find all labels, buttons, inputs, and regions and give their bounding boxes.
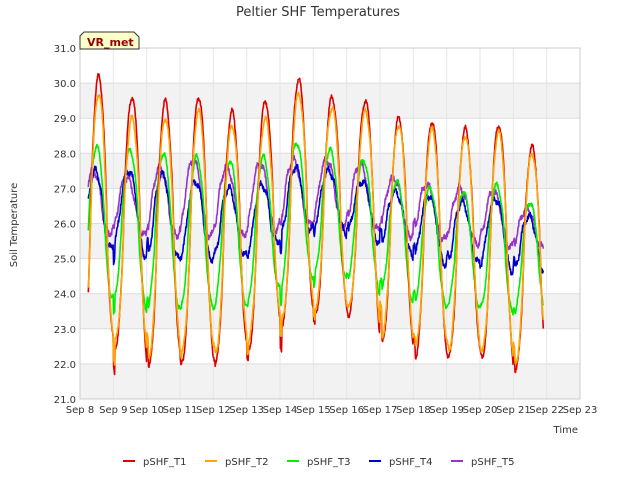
legend-label-pSHF_T3: pSHF_T3 bbox=[307, 457, 350, 468]
y-tick-label: 22.0 bbox=[54, 360, 76, 371]
x-tick-label: Sep 20 bbox=[463, 405, 498, 416]
plot-band bbox=[80, 223, 580, 259]
y-tick-label: 24.0 bbox=[54, 290, 76, 301]
x-tick-label: Sep 22 bbox=[529, 405, 564, 416]
y-tick-label: 26.0 bbox=[54, 220, 76, 231]
x-tick-label: Sep 15 bbox=[296, 405, 331, 416]
plot-frame bbox=[79, 47, 581, 400]
badge-shape bbox=[79, 31, 140, 50]
y-tick-label: 30.0 bbox=[54, 79, 76, 90]
chart-title: Peltier SHF Temperatures bbox=[236, 5, 400, 20]
station-badge: VR_met bbox=[79, 31, 140, 50]
x-tick-label: Sep 8 bbox=[66, 405, 94, 416]
x-tick-label: Sep 14 bbox=[263, 405, 298, 416]
x-tick-label: Sep 9 bbox=[99, 405, 127, 416]
legend-label-pSHF_T5: pSHF_T5 bbox=[471, 457, 514, 468]
x-tick-label: Sep 12 bbox=[196, 405, 231, 416]
x-tick-label: Sep 13 bbox=[229, 405, 264, 416]
y-tick-label: 29.0 bbox=[54, 114, 76, 125]
legend: pSHF_T1 pSHF_T2 pSHF_T3 pSHF_T4 pSHF_T5 bbox=[123, 457, 514, 468]
x-tick-label: Sep 21 bbox=[496, 405, 531, 416]
plot-band bbox=[80, 363, 580, 399]
series-line-pSHF_T2 bbox=[87, 91, 545, 366]
tick-labels: 21.0 22.0 23.0 24.0 25.0 26.0 27.0 28.0 29.0 30.0… bbox=[54, 44, 598, 416]
x-axis-label: Time bbox=[553, 425, 578, 436]
y-tick-label: 31.0 bbox=[54, 44, 76, 55]
x-tick-label: Sep 11 bbox=[163, 405, 198, 416]
x-tick-label: Sep 19 bbox=[429, 405, 464, 416]
legend-label-pSHF_T1: pSHF_T1 bbox=[143, 457, 186, 468]
axes bbox=[79, 47, 581, 400]
series-line-pSHF_T4 bbox=[87, 163, 545, 276]
y-tick-label: 21.0 bbox=[54, 395, 76, 406]
y-tick-label: 28.0 bbox=[54, 149, 76, 160]
y-axis-label: Soil Temperature bbox=[9, 183, 20, 268]
x-tick-label: Sep 16 bbox=[329, 405, 364, 416]
series-layer bbox=[87, 73, 545, 376]
x-tick-label: Sep 10 bbox=[129, 405, 164, 416]
badge-label: VR_met bbox=[87, 36, 134, 49]
legend-label-pSHF_T4: pSHF_T4 bbox=[389, 457, 432, 468]
x-tick-label: Sep 23 bbox=[563, 405, 598, 416]
x-tick-label: Sep 17 bbox=[363, 405, 398, 416]
y-tick-label: 23.0 bbox=[54, 325, 76, 336]
plot-band bbox=[80, 293, 580, 329]
legend-label-pSHF_T2: pSHF_T2 bbox=[225, 457, 268, 468]
y-tick-label: 27.0 bbox=[54, 184, 76, 195]
y-tick-label: 25.0 bbox=[54, 255, 76, 266]
x-tick-label: Sep 18 bbox=[396, 405, 431, 416]
series-line-pSHF_T3 bbox=[87, 142, 545, 316]
